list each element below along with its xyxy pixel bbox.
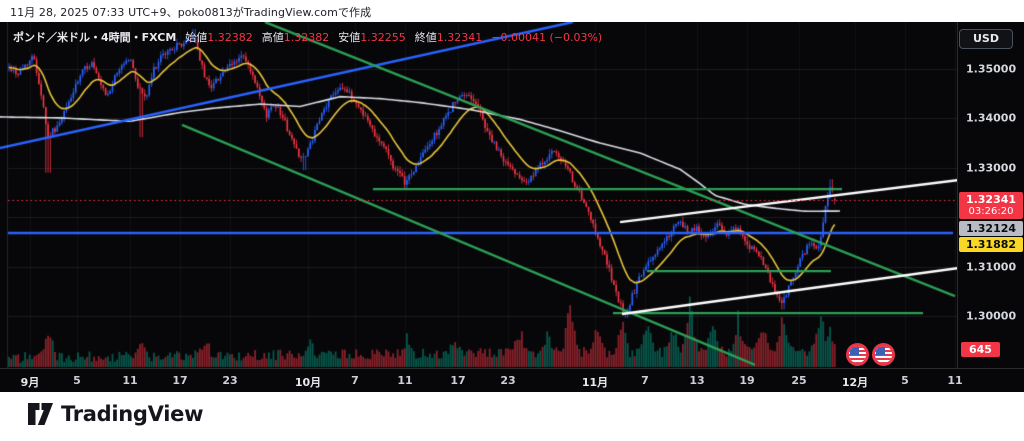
price-tick-label: 1.31000 — [966, 260, 1017, 274]
price-tick-label: 1.30000 — [966, 309, 1017, 323]
close-value: 終値1.32341 — [414, 31, 483, 44]
change-value: −0.00041 (−0.03%) — [491, 31, 603, 44]
time-tick-label: 7 — [351, 374, 359, 387]
volume-value-badge: 645 — [961, 342, 1000, 357]
time-axis[interactable]: 9月 5 11 17 23 10月 7 11 17 23 11月 7 13 19 25 12月 5 11 — [0, 368, 1024, 392]
time-tick-label: 19 — [739, 374, 755, 387]
price-tick-label: 1.34000 — [966, 111, 1017, 125]
last-price-badge: 1.32341 03:26:20 — [959, 192, 1023, 219]
us-flag-canton — [876, 347, 885, 355]
low-value: 安値1.32255 — [338, 31, 406, 44]
yellow-ma-price-badge: 1.31882 — [959, 237, 1023, 252]
chart-legend: ポンド／米ドル・4時間・FXCM 始値1.32382 高値1.32382 安値1… — [13, 29, 602, 45]
time-tick-label: 23 — [500, 374, 516, 387]
tradingview-logo-icon — [28, 403, 53, 425]
time-tick-label: 17 — [172, 374, 188, 387]
time-tick-label: 13 — [689, 374, 705, 387]
time-tick-label: 5 — [73, 374, 81, 387]
time-tick-label: 5 — [901, 374, 909, 387]
price-tick-label: 1.33000 — [966, 161, 1017, 175]
time-tick-label: 9月 — [20, 376, 40, 389]
symbol-title[interactable]: ポンド／米ドル・4時間・FXCM — [13, 31, 177, 44]
time-tick-label: 11 — [122, 374, 138, 387]
time-tick-label: 11月 — [581, 376, 609, 389]
snapshot-footer: TradingView — [0, 392, 1024, 441]
tradingview-logo[interactable]: TradingView — [28, 402, 203, 426]
price-axis[interactable]: 1.32341 03:26:20 1.32124 1.31882 645 1.3… — [957, 22, 1024, 368]
high-value: 高値1.32382 — [261, 31, 330, 44]
time-tick-label: 11 — [947, 374, 963, 387]
chart-pane: ポンド／米ドル・4時間・FXCM 始値1.32382 高値1.32382 安値1… — [0, 22, 1024, 392]
white-ma-price-badge: 1.32124 — [959, 221, 1023, 236]
open-value: 始値1.32382 — [185, 31, 253, 44]
price-chart-canvas[interactable] — [0, 22, 957, 368]
last-price-value: 1.32341 — [965, 193, 1017, 206]
time-tick-label: 25 — [791, 374, 807, 387]
snapshot-header: 11月 28, 2025 07:33 UTC+9、poko0813がTradin… — [0, 0, 1024, 22]
time-tick-label: 17 — [450, 374, 466, 387]
time-tick-label: 12月 — [841, 376, 869, 389]
bar-countdown: 03:26:20 — [968, 206, 1014, 217]
economic-event-us-flag-icon[interactable] — [846, 343, 869, 366]
tradingview-logo-text: TradingView — [61, 402, 204, 426]
time-tick-label: 10月 — [294, 376, 322, 389]
time-tick-label: 7 — [641, 374, 649, 387]
us-flag-canton — [850, 347, 859, 355]
attribution-text: 11月 28, 2025 07:33 UTC+9、poko0813がTradin… — [10, 6, 372, 19]
economic-event-us-flag-icon[interactable] — [872, 343, 895, 366]
time-tick-label: 23 — [222, 374, 238, 387]
price-tick-label: 1.35000 — [966, 62, 1017, 76]
time-tick-label: 11 — [397, 374, 413, 387]
currency-toggle-button[interactable]: USD — [959, 29, 1013, 49]
